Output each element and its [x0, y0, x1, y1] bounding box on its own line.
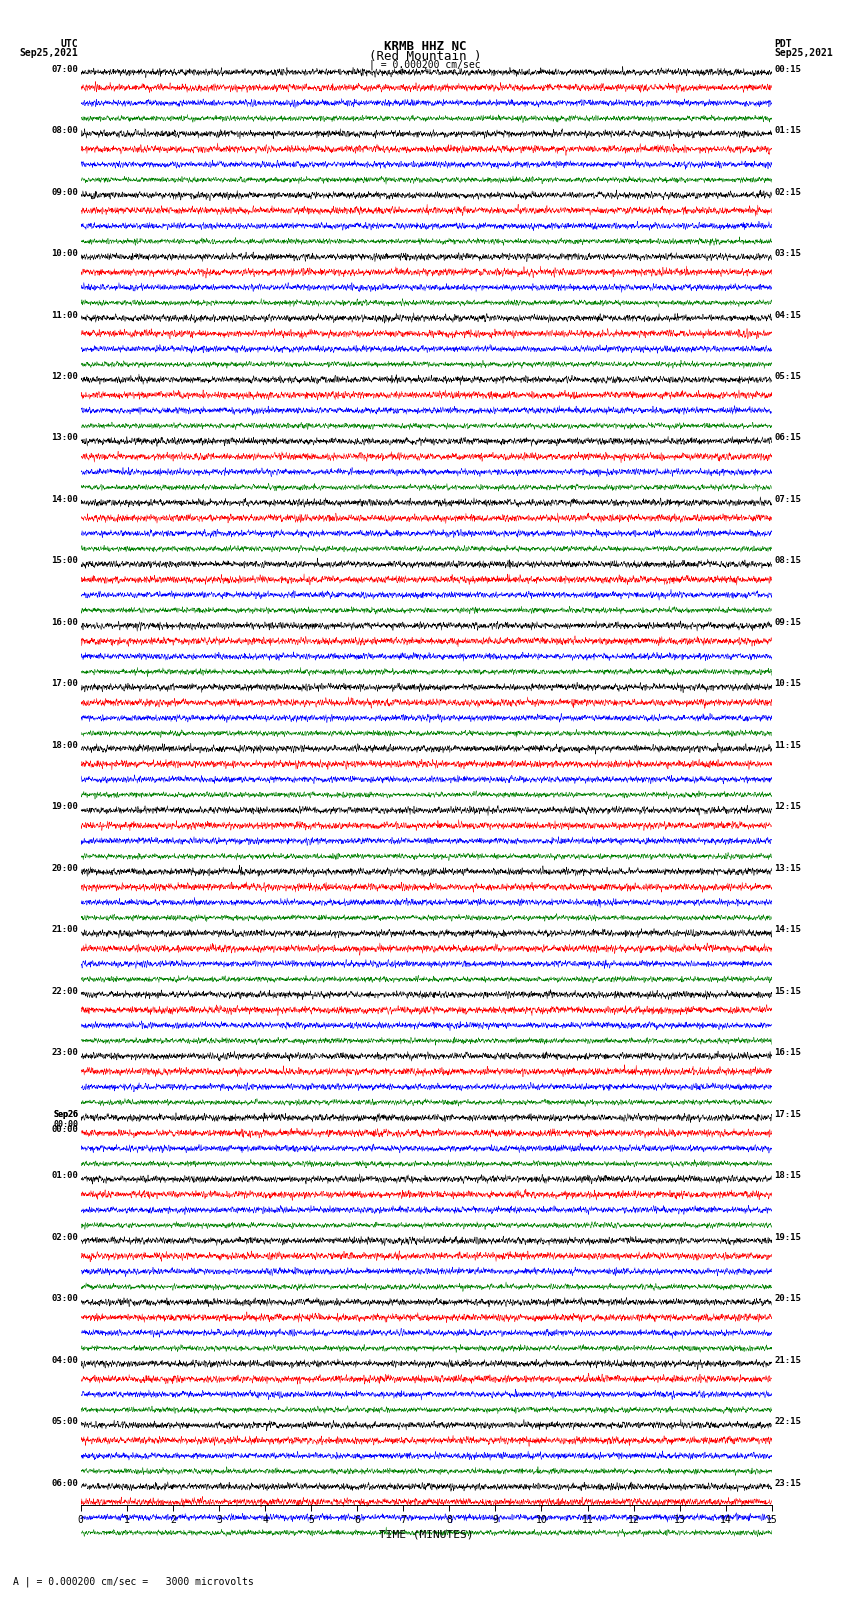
Text: Sep25,2021: Sep25,2021 — [20, 48, 78, 58]
Text: 20:15: 20:15 — [774, 1294, 802, 1303]
Text: 07:15: 07:15 — [774, 495, 802, 503]
Text: 13:00: 13:00 — [51, 434, 78, 442]
Text: 02:00: 02:00 — [51, 1232, 78, 1242]
Text: PDT: PDT — [774, 39, 792, 48]
Text: Sep26
00:00: Sep26 00:00 — [54, 1110, 78, 1129]
Text: A | = 0.000200 cm/sec =   3000 microvolts: A | = 0.000200 cm/sec = 3000 microvolts — [13, 1576, 253, 1587]
Text: 06:15: 06:15 — [774, 434, 802, 442]
Text: 05:15: 05:15 — [774, 373, 802, 381]
Text: 15:15: 15:15 — [774, 987, 802, 995]
Text: 01:00: 01:00 — [51, 1171, 78, 1181]
Text: 11:00: 11:00 — [51, 311, 78, 319]
Text: 16:15: 16:15 — [774, 1048, 802, 1058]
Text: 00:15: 00:15 — [774, 65, 802, 74]
Text: 08:00: 08:00 — [51, 126, 78, 135]
Text: 17:00: 17:00 — [51, 679, 78, 689]
Text: 05:00: 05:00 — [51, 1418, 78, 1426]
Text: 20:00: 20:00 — [51, 865, 78, 873]
Text: Sep25,2021: Sep25,2021 — [774, 48, 833, 58]
Text: 16:00: 16:00 — [51, 618, 78, 627]
Text: 07:00: 07:00 — [51, 65, 78, 74]
Text: 21:00: 21:00 — [51, 926, 78, 934]
Text: 18:15: 18:15 — [774, 1171, 802, 1181]
X-axis label: TIME (MINUTES): TIME (MINUTES) — [379, 1529, 473, 1539]
Text: 19:00: 19:00 — [51, 803, 78, 811]
Text: UTC: UTC — [60, 39, 78, 48]
Text: 00:00: 00:00 — [51, 1126, 78, 1134]
Text: 18:00: 18:00 — [51, 740, 78, 750]
Text: KRMB HHZ NC: KRMB HHZ NC — [383, 40, 467, 53]
Text: 09:15: 09:15 — [774, 618, 802, 627]
Text: 06:00: 06:00 — [51, 1479, 78, 1487]
Text: 04:15: 04:15 — [774, 311, 802, 319]
Text: | = 0.000200 cm/sec: | = 0.000200 cm/sec — [369, 60, 481, 71]
Text: 12:00: 12:00 — [51, 373, 78, 381]
Text: 10:15: 10:15 — [774, 679, 802, 689]
Text: (Red Mountain ): (Red Mountain ) — [369, 50, 481, 63]
Text: 12:15: 12:15 — [774, 803, 802, 811]
Text: 09:00: 09:00 — [51, 187, 78, 197]
Text: 21:15: 21:15 — [774, 1357, 802, 1365]
Text: 14:15: 14:15 — [774, 926, 802, 934]
Text: 11:15: 11:15 — [774, 740, 802, 750]
Text: 15:00: 15:00 — [51, 556, 78, 566]
Text: 23:15: 23:15 — [774, 1479, 802, 1487]
Text: 19:15: 19:15 — [774, 1232, 802, 1242]
Text: 23:00: 23:00 — [51, 1048, 78, 1058]
Text: 03:00: 03:00 — [51, 1294, 78, 1303]
Text: 13:15: 13:15 — [774, 865, 802, 873]
Text: 01:15: 01:15 — [774, 126, 802, 135]
Text: 22:00: 22:00 — [51, 987, 78, 995]
Text: 22:15: 22:15 — [774, 1418, 802, 1426]
Text: Sep26: Sep26 — [54, 1110, 78, 1119]
Text: 14:00: 14:00 — [51, 495, 78, 503]
Text: 17:15: 17:15 — [774, 1110, 802, 1119]
Text: 03:15: 03:15 — [774, 248, 802, 258]
Text: 02:15: 02:15 — [774, 187, 802, 197]
Text: 04:00: 04:00 — [51, 1357, 78, 1365]
Text: 08:15: 08:15 — [774, 556, 802, 566]
Text: 10:00: 10:00 — [51, 248, 78, 258]
